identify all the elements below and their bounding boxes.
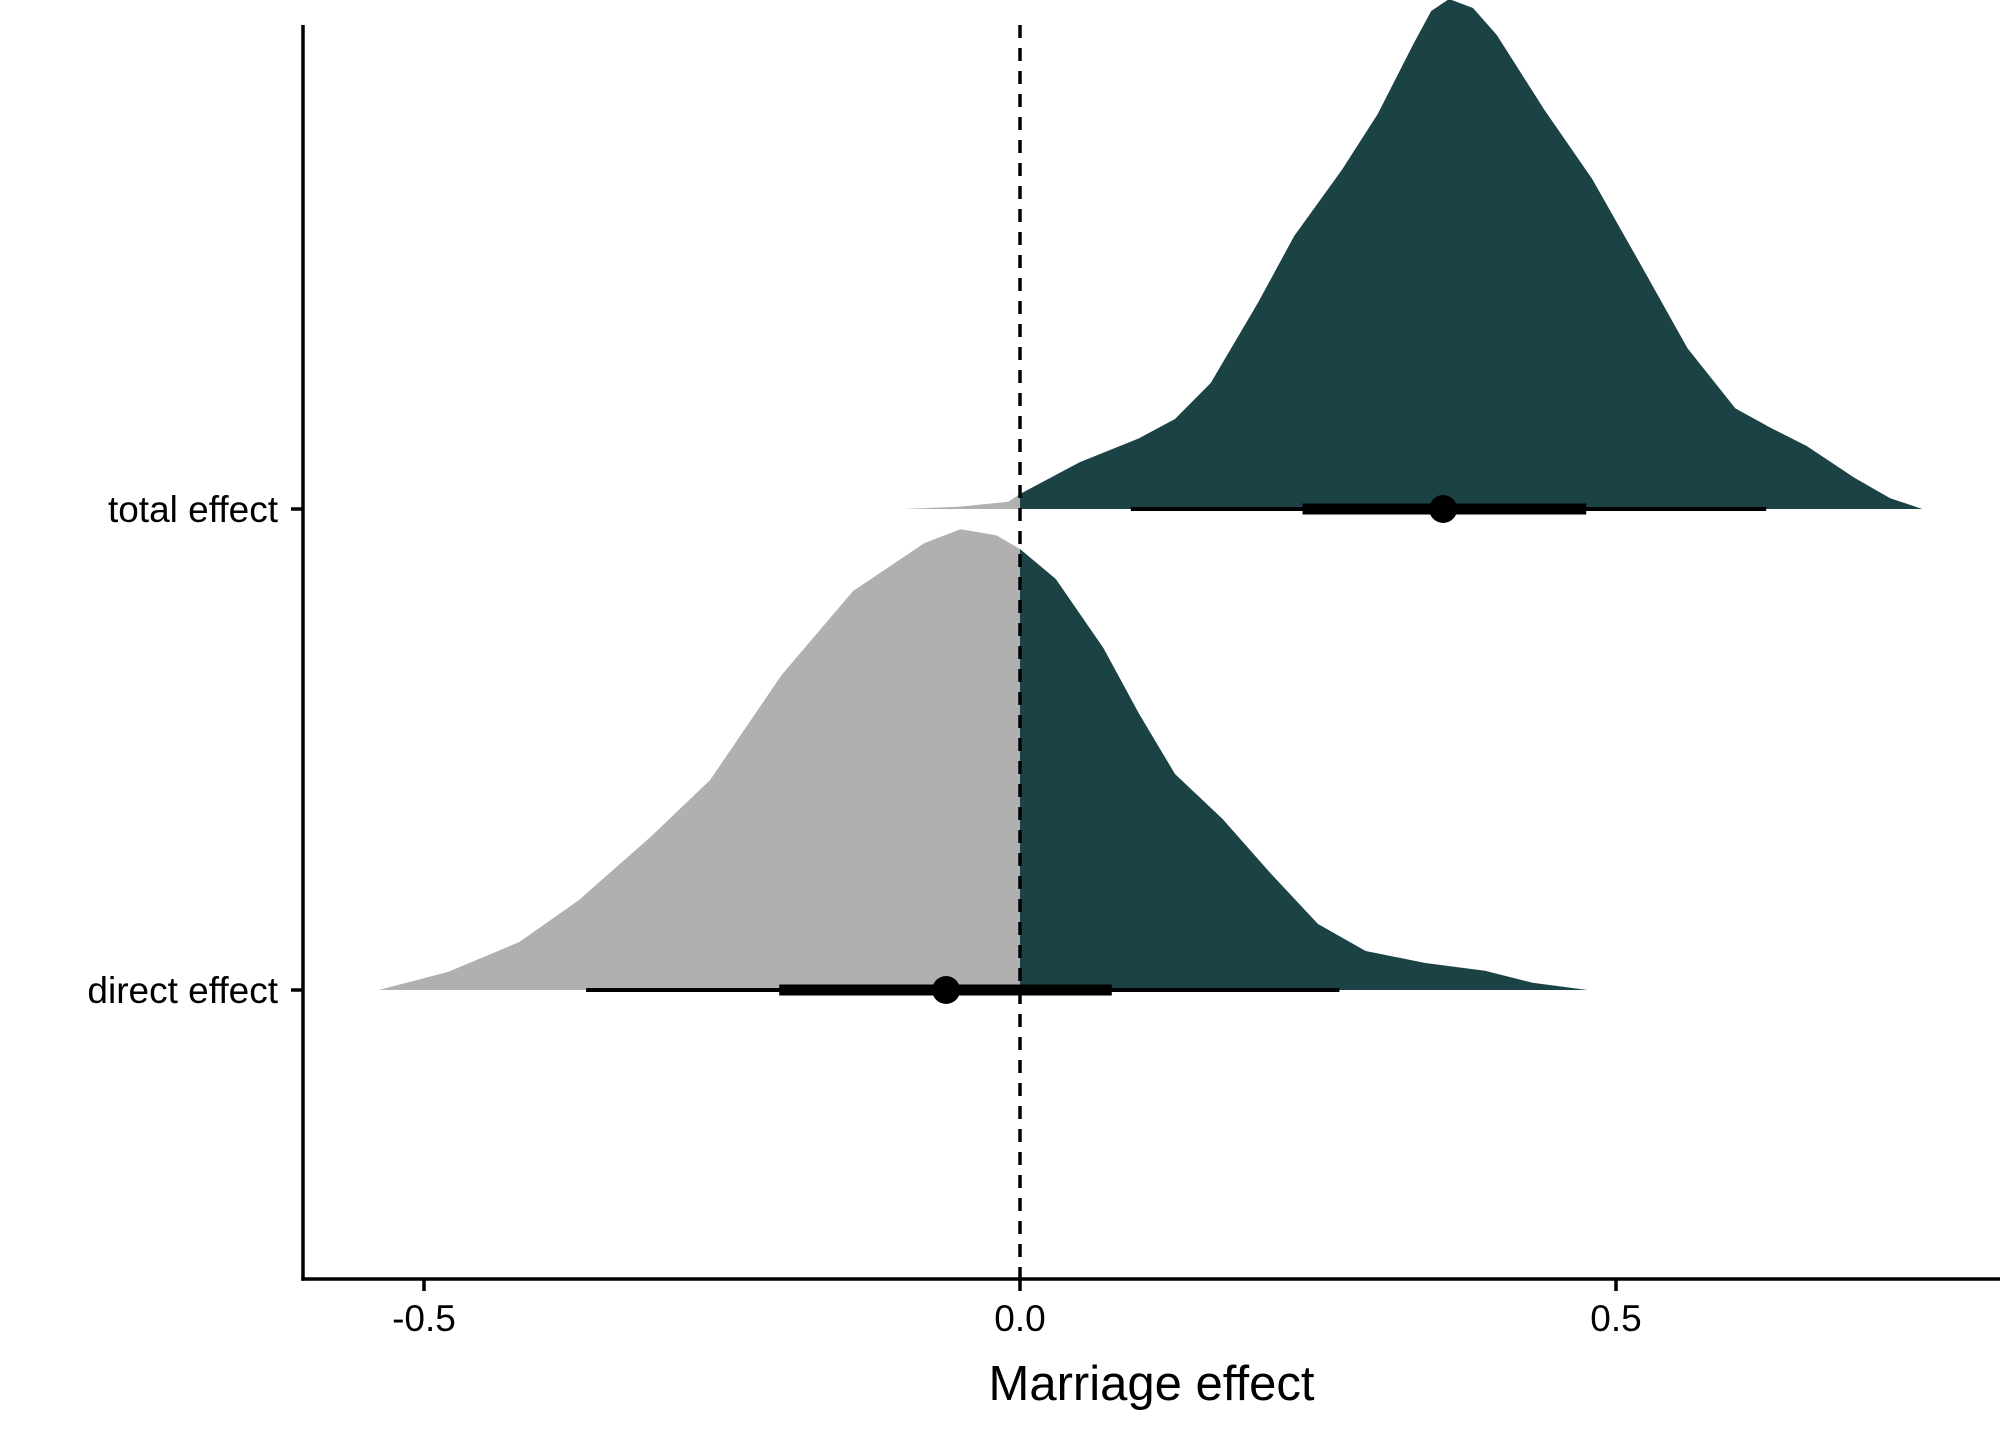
x-tick-label: 0.5	[1590, 1298, 1641, 1339]
direct-effect-point-estimate	[932, 976, 961, 1004]
interval-layer	[586, 495, 1767, 1004]
x-tick-label: -0.5	[392, 1298, 456, 1339]
x-axis-title: Marriage effect	[989, 1357, 1315, 1411]
total-effect-density-above-zero	[1020, 0, 1923, 509]
x-tick-label: 0.0	[994, 1298, 1045, 1339]
axes	[301, 25, 2000, 1281]
x-axis-ticks: -0.5 0.0 0.5	[392, 1279, 1642, 1339]
direct-effect-density-above-zero	[1020, 549, 1588, 990]
total-effect-point-estimate	[1429, 495, 1458, 523]
total-effect-density-below-zero	[904, 494, 1020, 509]
y-tick-label: total effect	[108, 489, 279, 530]
direct-effect-density-below-zero	[378, 529, 1020, 990]
y-tick-label: direct effect	[87, 970, 278, 1011]
y-axis-ticks: total effect direct effect	[87, 489, 303, 1011]
density-layer	[378, 0, 1923, 990]
